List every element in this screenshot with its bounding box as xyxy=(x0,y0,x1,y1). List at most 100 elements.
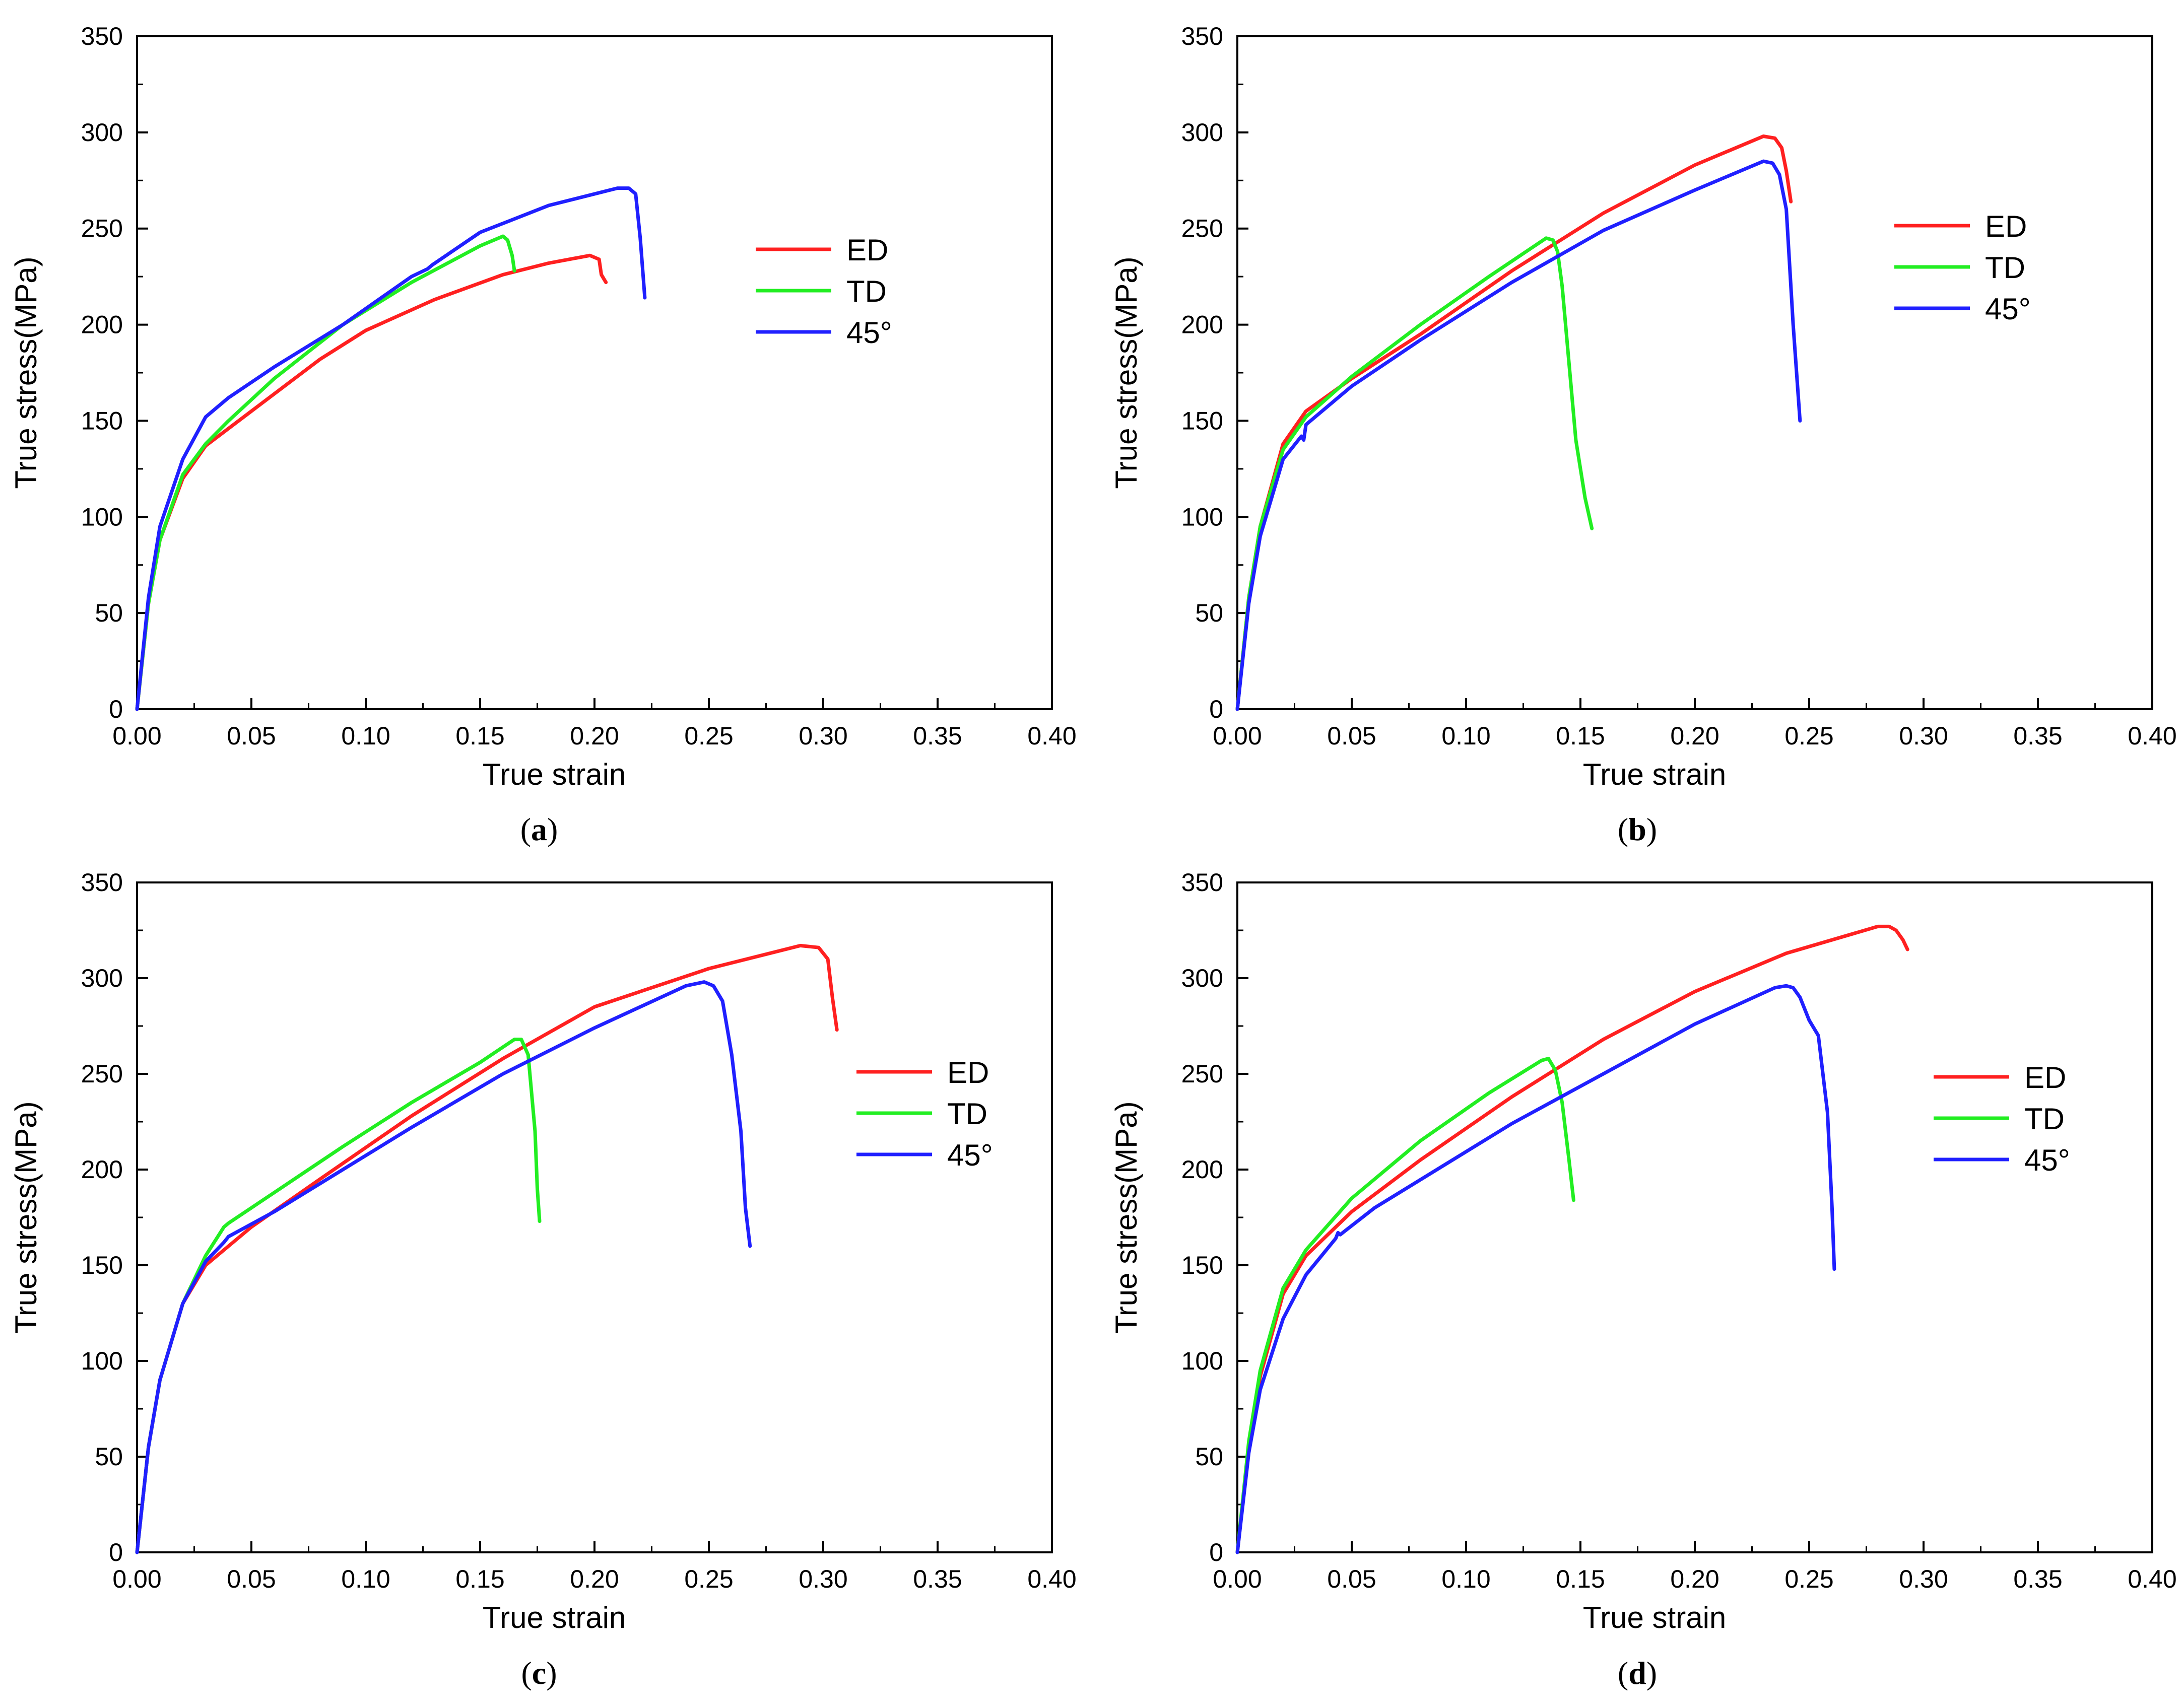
y-tick-label: 250 xyxy=(81,1060,123,1088)
y-tick-label: 0 xyxy=(109,1538,123,1566)
x-tick-label: 0.20 xyxy=(570,722,619,750)
x-tick-label: 0.25 xyxy=(1784,1565,1833,1593)
x-tick-label: 0.20 xyxy=(1670,722,1719,750)
x-tick-label: 0.30 xyxy=(799,1565,847,1593)
x-tick-label: 0.00 xyxy=(1213,1565,1262,1593)
x-tick-label: 0.35 xyxy=(2013,1565,2062,1593)
y-tick-label: 100 xyxy=(81,1347,123,1375)
y-tick-label: 300 xyxy=(81,964,123,992)
plot-frame xyxy=(1236,881,2153,1553)
x-tick-label: 0.40 xyxy=(1027,1565,1076,1593)
legend-label-ed: ED xyxy=(1985,210,2027,243)
x-tick-label: 0.35 xyxy=(2013,722,2062,750)
chart-d: 0.00 0.05 0.10 0.15 0.20 0.25 0.30 0.35 0.40 0 50 1… xyxy=(1109,868,2177,1634)
x-tick-label: 0.10 xyxy=(341,1565,390,1593)
x-axis-title: True strain xyxy=(483,1601,626,1634)
x-tick-label: 0.25 xyxy=(684,1565,733,1593)
y-tick-label: 100 xyxy=(1181,503,1223,531)
y-tick-label: 350 xyxy=(1181,22,1223,50)
legend-label-td: TD xyxy=(2024,1102,2065,1136)
y-axis-title: True stress(MPa) xyxy=(1109,256,1143,489)
x-tick-label: 0.05 xyxy=(1327,1565,1376,1593)
y-tick-label: 50 xyxy=(1195,1443,1223,1471)
y-tick-label: 200 xyxy=(81,1155,123,1184)
y-tick-label: 150 xyxy=(81,406,123,435)
x-tick-label: 0.10 xyxy=(1441,722,1490,750)
series-line-ed xyxy=(1235,134,1793,711)
x-tick-label: 0.35 xyxy=(913,722,962,750)
x-tick-label: 0.15 xyxy=(455,722,504,750)
y-tick-label: 100 xyxy=(1181,1347,1223,1375)
plot-frame xyxy=(136,881,1053,1553)
x-tick-label: 0.30 xyxy=(1899,1565,1948,1593)
series-line-ed xyxy=(135,253,608,711)
y-tick-label: 0 xyxy=(1209,1538,1223,1566)
x-tick-label: 0.05 xyxy=(1327,722,1376,750)
y-tick-label: 300 xyxy=(81,118,123,147)
series-line-td xyxy=(1235,236,1594,711)
series-line-ed xyxy=(1235,924,1909,1554)
x-tick-label: 0.25 xyxy=(684,722,733,750)
legend-label-td: TD xyxy=(846,275,887,308)
y-tick-label: 250 xyxy=(1181,215,1223,243)
y-tick-label: 150 xyxy=(1181,1251,1223,1279)
y-tick-label: 0 xyxy=(109,695,123,723)
chart-c: 0.00 0.05 0.10 0.15 0.20 0.25 0.30 0.35 0.40 0 50 1… xyxy=(9,868,1077,1634)
legend-label-ed: ED xyxy=(846,233,888,267)
y-tick-label: 200 xyxy=(1181,311,1223,339)
y-tick-label: 0 xyxy=(1209,695,1223,723)
chart-a: 0.00 0.05 0.10 0.15 0.20 0.25 0.30 0.35 0.40 0 50 1… xyxy=(9,22,1077,791)
y-tick-label: 300 xyxy=(1181,964,1223,992)
y-tick-label: 100 xyxy=(81,503,123,531)
series-line-td xyxy=(135,1038,542,1554)
panel-label-d: (d) xyxy=(1617,1655,1658,1691)
y-tick-label: 300 xyxy=(1181,118,1223,147)
y-tick-label: 50 xyxy=(1195,599,1223,627)
y-tick-label: 50 xyxy=(95,599,123,627)
y-tick-label: 200 xyxy=(81,311,123,339)
x-tick-label: 0.15 xyxy=(1556,1565,1605,1593)
y-tick-label: 250 xyxy=(1181,1060,1223,1088)
y-axis-title: True stress(MPa) xyxy=(9,1101,43,1333)
legend: ED TD 45° xyxy=(1894,210,2031,326)
legend-label-45deg: 45° xyxy=(2024,1143,2070,1177)
y-axis-title: True stress(MPa) xyxy=(9,256,43,489)
x-tick-label: 0.10 xyxy=(341,722,390,750)
legend-label-45deg: 45° xyxy=(846,316,892,350)
y-tick-label: 50 xyxy=(95,1443,123,1471)
y-tick-label: 150 xyxy=(1181,406,1223,435)
x-tick-label: 0.15 xyxy=(1556,722,1605,750)
legend: ED TD 45° xyxy=(756,233,892,350)
legend-label-ed: ED xyxy=(947,1056,989,1089)
x-tick-label: 0.30 xyxy=(799,722,847,750)
y-tick-label: 350 xyxy=(81,22,123,50)
x-tick-label: 0.30 xyxy=(1899,722,1948,750)
x-axis-title: True strain xyxy=(1583,758,1727,791)
series-line-45deg xyxy=(135,980,752,1554)
x-tick-label: 0.05 xyxy=(227,1565,276,1593)
legend: ED TD 45° xyxy=(856,1056,993,1172)
legend-label-45deg: 45° xyxy=(1985,292,2031,326)
x-axis-title: True strain xyxy=(1583,1601,1727,1634)
series-line-45deg xyxy=(135,186,647,711)
x-tick-label: 0.20 xyxy=(570,1565,619,1593)
x-tick-label: 0.25 xyxy=(1784,722,1833,750)
x-axis-title: True strain xyxy=(483,758,626,791)
legend-label-td: TD xyxy=(1985,251,2025,285)
x-tick-label: 0.05 xyxy=(227,722,276,750)
x-tick-label: 0.00 xyxy=(112,1565,161,1593)
series-line-45deg xyxy=(1235,984,1836,1554)
plot-frame xyxy=(136,35,1053,710)
x-tick-label: 0.40 xyxy=(2128,722,2176,750)
panel-label-a: (a) xyxy=(520,811,558,847)
y-tick-label: 350 xyxy=(1181,868,1223,897)
legend: ED TD 45° xyxy=(1934,1061,2070,1177)
x-tick-label: 0.10 xyxy=(1441,1565,1490,1593)
x-tick-label: 0.40 xyxy=(2128,1565,2176,1593)
y-tick-label: 200 xyxy=(1181,1155,1223,1184)
y-tick-label: 250 xyxy=(81,215,123,243)
y-tick-label: 350 xyxy=(81,868,123,897)
x-tick-label: 0.20 xyxy=(1670,1565,1719,1593)
legend-label-td: TD xyxy=(947,1097,987,1131)
